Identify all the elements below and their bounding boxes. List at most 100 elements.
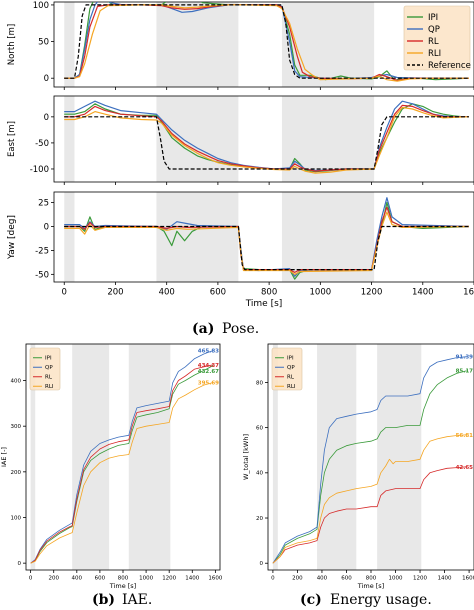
end-value-label-ipi: 85.17 bbox=[456, 369, 474, 375]
x-tick-label: 800 bbox=[118, 576, 129, 582]
legend-label: RL bbox=[45, 375, 53, 381]
series-line-reference bbox=[64, 225, 469, 271]
legend-label: IPI bbox=[287, 356, 294, 362]
y-tick-label: -50 bbox=[35, 139, 49, 149]
caption-b-label: (b) bbox=[92, 592, 115, 608]
panel-1: -100 -50 0 East [m] bbox=[7, 95, 474, 185]
x-tick-label: 1400 bbox=[438, 576, 452, 582]
caption-c-label: (c) bbox=[300, 592, 322, 608]
shaded-interval bbox=[30, 344, 36, 570]
y-tick-label: 100 bbox=[33, 1, 49, 11]
x-tick-label: 1000 bbox=[310, 288, 332, 298]
y-axis-label: East [m] bbox=[7, 121, 17, 157]
series-line-rl bbox=[30, 364, 214, 564]
series-line-ipi bbox=[30, 365, 214, 564]
x-tick-label: 1200 bbox=[162, 576, 176, 582]
legend-box bbox=[29, 347, 61, 391]
x-tick-label: 1600 bbox=[462, 576, 474, 582]
end-value-label-rli: 56.81 bbox=[456, 433, 474, 439]
panel-3: 0 100 200 300 400 0 200 400 600 800 1000 1200 1400 16… bbox=[0, 343, 223, 590]
x-tick-label: 1000 bbox=[139, 576, 153, 582]
legend-label: Reference bbox=[428, 61, 471, 71]
legend: IPI QP RL RLI Reference bbox=[403, 5, 471, 71]
panels: 0 50 100 North [m] IPI QP RL RLI Reference -100 -5… bbox=[0, 1, 474, 590]
series-line-rli bbox=[64, 211, 469, 275]
legend: IPI QP RL RLI bbox=[29, 347, 61, 391]
x-tick-label: 400 bbox=[317, 576, 328, 582]
y-tick-label: 0 bbox=[44, 74, 49, 84]
y-tick-label: 20 bbox=[256, 516, 263, 522]
x-tick-label: 1600 bbox=[208, 576, 222, 582]
series-line-qp bbox=[64, 100, 469, 172]
y-tick-label: 400 bbox=[11, 378, 22, 384]
x-tick-label: 1200 bbox=[361, 288, 383, 298]
legend-label: RLI bbox=[45, 384, 54, 390]
x-tick-label: 0 bbox=[62, 288, 67, 298]
x-tick-label: 600 bbox=[95, 576, 106, 582]
series-line-ipi bbox=[272, 370, 467, 564]
legend-label: RL bbox=[287, 375, 295, 381]
series-line-qp bbox=[272, 356, 467, 564]
x-axis-label: Time [s] bbox=[109, 582, 136, 590]
end-value-label-rli: 395.69 bbox=[198, 380, 219, 386]
x-tick-label: 400 bbox=[72, 576, 83, 582]
panel-4: 02040608002004006008001000120014001600W_… bbox=[242, 343, 474, 590]
x-tick-label: 1400 bbox=[412, 288, 434, 298]
y-tick-label: 300 bbox=[11, 424, 22, 430]
caption-a-text: Pose. bbox=[222, 321, 259, 337]
y-tick-label: 0 bbox=[44, 113, 49, 123]
caption-b-text: IAE. bbox=[122, 592, 152, 608]
series-line-reference bbox=[64, 4, 469, 79]
x-tick-label: 1200 bbox=[413, 576, 427, 582]
y-tick-label: 100 bbox=[11, 515, 22, 521]
legend-label: RL bbox=[428, 37, 439, 47]
shaded-interval bbox=[128, 344, 171, 570]
series-line-reference bbox=[64, 116, 469, 170]
shaded-interval bbox=[281, 192, 375, 282]
series-line-rl bbox=[64, 104, 469, 172]
y-axis-label: Yaw [deg] bbox=[7, 215, 17, 260]
series-line-rli bbox=[272, 434, 467, 564]
series-line-qp bbox=[64, 197, 469, 277]
series-line-rl bbox=[64, 206, 469, 273]
shaded-interval bbox=[64, 192, 75, 282]
legend-label: QP bbox=[45, 365, 53, 371]
legend-box bbox=[271, 347, 303, 391]
y-tick-label: 0 bbox=[44, 222, 49, 232]
end-value-label-qp: 91.39 bbox=[456, 355, 474, 361]
x-tick-label: 200 bbox=[292, 576, 303, 582]
shaded-interval bbox=[156, 2, 239, 87]
shaded-interval bbox=[317, 344, 357, 570]
series-line-ipi bbox=[64, 201, 469, 280]
y-axis-label: W_total [kWh] bbox=[242, 434, 250, 480]
x-tick-label: 1400 bbox=[185, 576, 199, 582]
x-tick-label: 800 bbox=[261, 288, 277, 298]
x-tick-label: 0 bbox=[271, 576, 275, 582]
shaded-interval bbox=[377, 344, 422, 570]
x-axis-label: Time [s] bbox=[357, 582, 384, 590]
x-tick-label: 800 bbox=[366, 576, 377, 582]
end-value-label-ipi: 432.67 bbox=[198, 369, 219, 375]
legend-label: IPI bbox=[45, 356, 52, 362]
legend-label: QP bbox=[287, 365, 295, 371]
y-tick-label: 50 bbox=[38, 38, 49, 48]
y-tick-label: 0 bbox=[260, 561, 264, 567]
legend-label: RLI bbox=[428, 49, 441, 59]
y-tick-label: -100 bbox=[30, 165, 49, 175]
legend-label: QP bbox=[428, 25, 440, 35]
x-tick-label: 0 bbox=[29, 576, 33, 582]
end-value-label-rl: 434.37 bbox=[198, 363, 219, 369]
x-tick-label: 200 bbox=[48, 576, 59, 582]
series-line-qp bbox=[30, 350, 214, 564]
legend-label: IPI bbox=[428, 13, 438, 23]
y-tick-label: 0 bbox=[18, 561, 22, 567]
plot-frame bbox=[53, 1, 474, 88]
y-axis-label: North [m] bbox=[7, 24, 17, 65]
shaded-interval bbox=[281, 2, 375, 87]
shaded-interval bbox=[64, 2, 75, 87]
legend-box bbox=[403, 5, 471, 71]
caption-c-text: Energy usage. bbox=[330, 592, 432, 608]
series-line-rli bbox=[30, 382, 214, 564]
plot-frame bbox=[53, 95, 474, 183]
